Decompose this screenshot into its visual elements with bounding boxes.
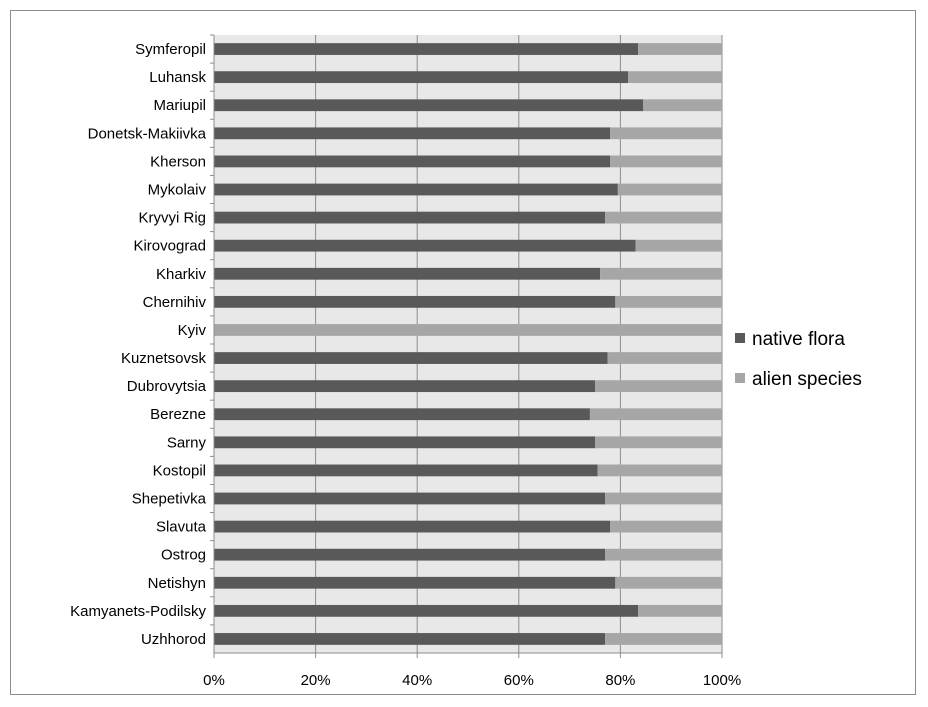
bar-native-flora — [214, 267, 601, 280]
bar-native-flora — [214, 183, 618, 196]
category-label: Shepetivka — [132, 491, 207, 508]
legend-swatch — [735, 333, 745, 343]
x-tick-label: 100% — [703, 672, 741, 689]
category-label: Chernihiv — [143, 294, 207, 311]
category-label: Kostopil — [153, 462, 206, 479]
bar-native-flora — [214, 464, 598, 477]
category-label: Berezne — [150, 406, 206, 423]
bar-alien-species — [635, 239, 722, 252]
bar-alien-species — [605, 548, 722, 561]
bar-native-flora — [214, 211, 606, 224]
bar-native-flora — [214, 71, 629, 84]
category-label: Luhansk — [149, 69, 206, 86]
category-label: Kharkiv — [156, 266, 207, 283]
x-tick-label: 40% — [402, 672, 432, 689]
category-label: Kryvyi Rig — [138, 210, 206, 227]
bar-alien-species — [610, 155, 722, 168]
legend-label: native flora — [752, 329, 845, 350]
bar-native-flora — [214, 436, 595, 449]
bar-alien-species — [607, 352, 722, 364]
bar-native-flora — [214, 604, 639, 617]
bar-alien-species — [595, 436, 722, 449]
bar-alien-species — [214, 324, 722, 336]
category-label: Kyiv — [178, 322, 207, 339]
category-label: Kirovograd — [133, 238, 206, 255]
bar-native-flora — [214, 239, 636, 252]
category-label: Mykolaiv — [148, 182, 207, 199]
bar-alien-species — [615, 295, 722, 308]
bar-alien-species — [643, 99, 722, 112]
bar-alien-species — [615, 576, 722, 589]
bar-alien-species — [605, 633, 722, 645]
bar-alien-species — [638, 604, 722, 617]
bar-native-flora — [214, 520, 611, 533]
bar-native-flora — [214, 99, 644, 112]
x-tick-label: 60% — [504, 672, 534, 689]
bar-native-flora — [214, 352, 608, 364]
bar-alien-species — [610, 520, 722, 533]
bar-alien-species — [605, 211, 722, 224]
x-tick-label: 0% — [203, 672, 225, 689]
bar-alien-species — [600, 267, 722, 280]
legend-label: alien species — [752, 369, 862, 390]
category-label: Kamyanets-Podilsky — [70, 603, 206, 620]
bar-alien-species — [589, 408, 722, 421]
bar-native-flora — [214, 548, 606, 561]
category-label: Netishyn — [148, 575, 206, 592]
bar-native-flora — [214, 633, 606, 645]
category-label: Symferopil — [135, 41, 206, 58]
bar-native-flora — [214, 576, 616, 589]
x-tick-label: 20% — [301, 672, 331, 689]
chart-svg: Symferopil Luhansk Mariupil Donetsk-Makiivk… — [70, 34, 862, 689]
bar-native-flora — [214, 492, 606, 505]
category-label: Dubrovytsia — [127, 378, 207, 395]
category-label: Donetsk-Makiivka — [88, 125, 207, 142]
bar-alien-species — [595, 380, 722, 393]
category-label: Kherson — [150, 153, 206, 170]
category-label: Uzhhorod — [141, 631, 206, 648]
bar-native-flora — [214, 295, 616, 308]
bar-alien-species — [605, 492, 722, 505]
bar-native-flora — [214, 127, 611, 140]
category-label: Kuznetsovsk — [121, 350, 207, 367]
bar-native-flora — [214, 408, 590, 421]
category-label: Mariupil — [153, 97, 206, 114]
bar-alien-species — [610, 127, 722, 140]
bar-native-flora — [214, 43, 639, 55]
x-tick-label: 80% — [605, 672, 635, 689]
bar-alien-species — [628, 71, 722, 84]
bar-native-flora — [214, 155, 611, 168]
bar-alien-species — [597, 464, 722, 477]
legend-swatch — [735, 373, 745, 383]
bar-alien-species — [617, 183, 722, 196]
bar-alien-species — [638, 43, 722, 55]
chart-area: Symferopil Luhansk Mariupil Donetsk-Makiivk… — [10, 10, 916, 695]
category-label: Slavuta — [156, 519, 207, 536]
category-label: Ostrog — [161, 547, 206, 564]
bar-native-flora — [214, 380, 595, 393]
category-label: Sarny — [167, 434, 207, 451]
